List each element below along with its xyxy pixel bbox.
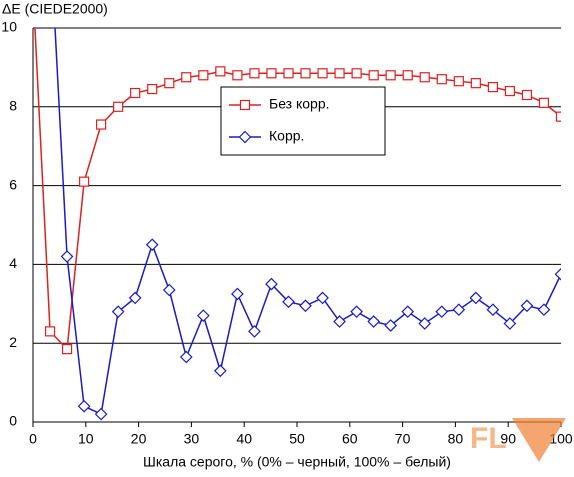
marker	[128, 291, 142, 305]
marker	[265, 277, 278, 291]
marker	[486, 303, 500, 317]
marker	[111, 305, 125, 319]
marker	[555, 111, 561, 122]
x-tick-label: 60	[342, 431, 358, 447]
marker	[521, 89, 533, 101]
marker	[351, 68, 362, 79]
legend-label: Без корр.	[269, 96, 330, 112]
marker	[418, 317, 432, 330]
y-tick-label: 4	[9, 255, 17, 271]
marker	[61, 344, 73, 355]
marker	[130, 87, 141, 99]
marker	[504, 85, 515, 97]
marker	[238, 130, 252, 144]
marker	[299, 299, 312, 313]
marker	[60, 250, 74, 263]
marker	[96, 119, 107, 130]
marker	[94, 407, 108, 421]
marker	[213, 364, 227, 378]
marker	[368, 70, 379, 81]
y-tick-label: 6	[9, 176, 17, 192]
marker	[435, 305, 449, 319]
marker	[232, 70, 243, 81]
watermark: FL	[470, 422, 507, 455]
marker	[145, 238, 159, 252]
marker	[181, 72, 192, 83]
marker	[487, 81, 498, 93]
marker	[249, 68, 260, 79]
y-tick-label: 10	[1, 19, 17, 35]
x-tick-label: 30	[184, 431, 200, 447]
marker	[283, 68, 294, 79]
marker	[367, 315, 381, 328]
x-tick-label: 50	[289, 431, 305, 447]
x-axis-title: Шкала серого, % (0% – черный, 100% – бел…	[143, 454, 451, 470]
marker	[333, 315, 346, 328]
x-tick-label: 20	[131, 431, 147, 447]
y-tick-label: 0	[9, 413, 17, 429]
watermark-icon	[512, 418, 566, 462]
marker	[538, 97, 550, 108]
marker	[350, 305, 363, 319]
x-tick-label: 0	[29, 431, 37, 447]
marker	[113, 101, 124, 112]
marker	[239, 99, 251, 111]
marker	[231, 287, 244, 301]
x-tick-label: 80	[448, 431, 464, 447]
marker	[196, 309, 210, 322]
marker	[44, 326, 56, 337]
marker	[334, 68, 345, 79]
x-tick-label: 10	[78, 431, 94, 447]
marker	[147, 83, 158, 95]
marker	[401, 305, 415, 319]
marker	[282, 295, 295, 309]
series-line	[54, 28, 561, 416]
plot-area	[34, 28, 561, 421]
marker	[469, 291, 483, 305]
marker	[79, 176, 90, 187]
x-tick-label: 70	[395, 431, 411, 447]
x-tick-label: 40	[236, 431, 252, 447]
y-axis-title: ΔE (CIEDE2000)	[2, 1, 108, 17]
marker	[452, 303, 466, 317]
marker	[436, 74, 447, 85]
legend-label: Корр.	[269, 128, 304, 144]
marker	[470, 78, 481, 89]
y-tick-label: 8	[9, 98, 17, 114]
marker	[402, 70, 413, 81]
x-tick-label: 90	[500, 431, 516, 447]
marker	[77, 399, 91, 413]
marker	[554, 267, 561, 281]
marker	[266, 68, 277, 79]
marker	[384, 319, 398, 332]
series-line	[34, 28, 561, 351]
marker	[419, 72, 430, 83]
marker	[316, 291, 329, 305]
marker	[164, 78, 175, 89]
marker	[162, 283, 176, 297]
marker	[503, 317, 517, 330]
marker	[198, 70, 209, 81]
marker	[179, 350, 193, 364]
legend-box	[220, 86, 386, 156]
marker	[300, 68, 311, 79]
marker	[215, 66, 226, 77]
marker	[520, 299, 534, 313]
marker	[385, 70, 396, 81]
marker	[453, 76, 464, 87]
marker	[317, 68, 328, 79]
marker	[537, 303, 551, 317]
marker	[248, 325, 261, 338]
y-tick-label: 2	[9, 334, 17, 350]
